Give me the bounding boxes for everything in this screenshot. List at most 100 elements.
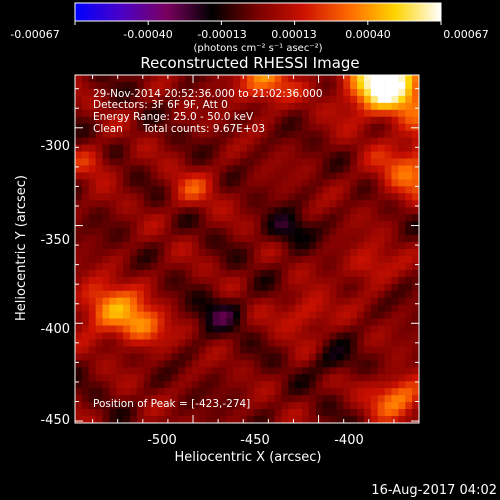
heatmap-cell — [405, 402, 413, 410]
heatmap-cell — [336, 172, 344, 180]
heatmap-cell — [95, 325, 103, 333]
heatmap-cell — [75, 137, 83, 145]
heatmap-cell — [219, 242, 227, 250]
heatmap-cell — [350, 304, 358, 312]
heatmap-cell — [123, 75, 131, 83]
heatmap-cell — [198, 102, 207, 111]
heatmap-cell — [81, 283, 90, 292]
heatmap-cell — [205, 297, 213, 305]
heatmap-cell — [336, 207, 344, 215]
heatmap-cell — [391, 200, 399, 208]
heatmap-cell — [357, 144, 365, 152]
heatmap-cell — [75, 325, 83, 333]
heatmap-cell — [240, 290, 248, 299]
heatmap-cell — [274, 262, 282, 271]
heatmap-cell — [191, 88, 200, 97]
heatmap-cell — [315, 339, 323, 347]
heatmap-cell — [384, 235, 392, 243]
heatmap-cell — [343, 75, 351, 83]
heatmap-cell — [343, 242, 351, 250]
heatmap-cell — [198, 221, 207, 229]
heatmap-cell — [247, 221, 255, 229]
heatmap-cell — [116, 81, 124, 90]
heatmap-cell — [295, 262, 303, 271]
colorbar-gradient — [75, 3, 441, 21]
heatmap-cell — [363, 255, 372, 264]
heatmap-cell — [357, 158, 365, 166]
heatmap-cell — [185, 123, 193, 131]
heatmap-cell — [391, 102, 399, 111]
heatmap-cell — [322, 144, 330, 152]
heatmap-cell — [281, 339, 289, 347]
heatmap-cell — [136, 346, 145, 354]
heatmap-cell — [384, 88, 392, 97]
heatmap-cell — [247, 325, 255, 333]
heatmap-cell — [281, 269, 289, 278]
heatmap-cell — [198, 123, 207, 131]
heatmap-cell — [253, 304, 262, 312]
heatmap-cell — [88, 95, 96, 104]
heatmap-cell — [343, 235, 351, 243]
heatmap-cell — [281, 290, 289, 299]
heatmap-cell — [288, 409, 296, 417]
heatmap-cell — [81, 75, 90, 83]
heatmap-cell — [329, 151, 337, 159]
heatmap-cell — [136, 179, 145, 187]
heatmap-cell — [253, 381, 262, 389]
heatmap-cell — [302, 235, 310, 243]
heatmap-cell — [343, 116, 351, 125]
heatmap-cell — [315, 290, 323, 299]
heatmap-cell — [315, 283, 323, 292]
heatmap-cell — [205, 325, 213, 333]
heatmap-cell — [350, 151, 358, 159]
heatmap-cell — [240, 318, 248, 326]
heatmap-cell — [205, 276, 213, 285]
heatmap-cell — [308, 262, 317, 271]
heatmap-cell — [274, 228, 282, 236]
heatmap-cell — [329, 172, 337, 180]
heatmap-cell — [253, 102, 262, 111]
heatmap-cell — [164, 242, 172, 250]
heatmap-cell — [150, 81, 158, 90]
heatmap-cell — [302, 172, 310, 180]
heatmap-cell — [350, 381, 358, 389]
heatmap-cell — [164, 179, 172, 187]
heatmap-cell — [130, 102, 138, 111]
heatmap-cell — [240, 325, 248, 333]
heatmap-cell — [178, 395, 186, 403]
heatmap-cell — [178, 207, 186, 215]
heatmap-cell — [370, 381, 379, 389]
heatmap-cell — [295, 269, 303, 278]
annotation-detectors: Detectors: 3F 6F 9F, Att 0 — [93, 99, 228, 111]
heatmap-cell — [398, 200, 406, 208]
heatmap-cell — [363, 186, 372, 194]
heatmap-cell — [191, 249, 200, 257]
heatmap-cell — [88, 290, 96, 299]
heatmap-cell — [253, 214, 262, 222]
heatmap-cell — [178, 409, 186, 417]
heatmap-cell — [308, 332, 317, 340]
heatmap-cell — [363, 81, 372, 90]
heatmap-cell — [398, 346, 406, 354]
heatmap-cell — [260, 179, 268, 187]
heatmap-cell — [350, 311, 358, 319]
heatmap-cell — [198, 346, 207, 354]
heatmap-cell — [171, 75, 179, 83]
heatmap-cell — [81, 95, 90, 104]
heatmap-cell — [95, 123, 103, 131]
heatmap-cell — [253, 374, 262, 382]
heatmap-cell — [274, 158, 282, 166]
heatmap-cell — [391, 116, 399, 125]
heatmap-cell — [405, 165, 413, 173]
heatmap-cell — [260, 130, 268, 138]
heatmap-cell — [75, 88, 83, 97]
heatmap-cell — [219, 144, 227, 152]
heatmap-cell — [136, 214, 145, 222]
heatmap-cell — [391, 416, 399, 423]
annotations: 29-Nov-2014 20:52:36.000 to 21:02:36.000… — [93, 88, 323, 410]
heatmap-cell — [308, 207, 317, 215]
heatmap-cell — [398, 165, 406, 173]
heatmap-cell — [329, 130, 337, 138]
heatmap-cell — [191, 276, 200, 285]
heatmap-cell — [260, 109, 268, 118]
